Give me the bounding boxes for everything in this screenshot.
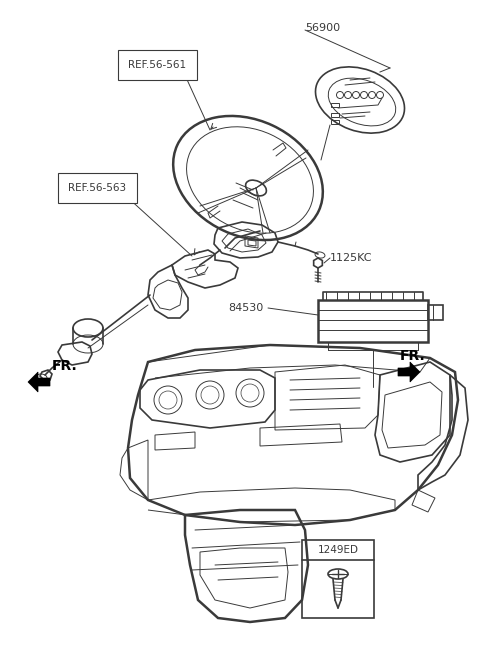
Bar [331, 120, 339, 124]
Text: 1249ED: 1249ED [317, 545, 359, 555]
Bar [331, 113, 339, 117]
Polygon shape [28, 372, 50, 392]
Text: 56900: 56900 [305, 23, 340, 33]
Text: 1125KC: 1125KC [330, 253, 372, 263]
Text: REF.56-563: REF.56-563 [68, 183, 126, 193]
Text: FR.: FR. [400, 349, 426, 363]
Text: 84530: 84530 [228, 303, 263, 313]
Text: FR.: FR. [52, 359, 78, 373]
Polygon shape [398, 362, 420, 382]
Bar [331, 103, 339, 107]
Text: REF.56-561: REF.56-561 [128, 60, 186, 70]
